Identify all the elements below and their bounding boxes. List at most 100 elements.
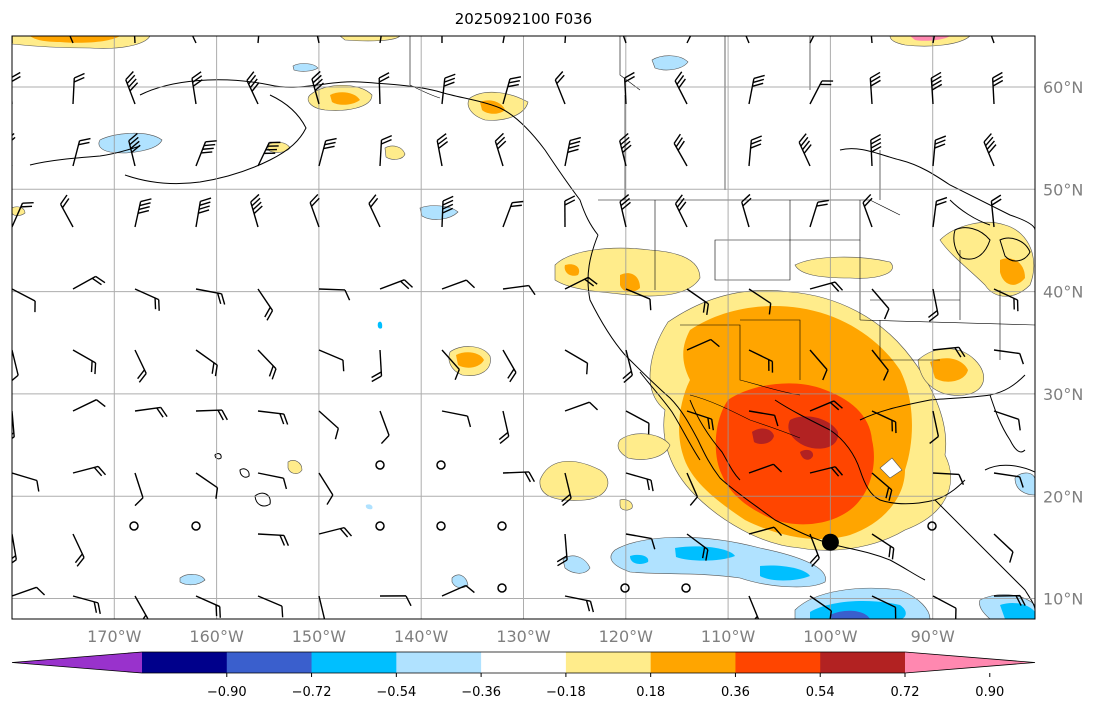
wind-barb — [809, 595, 833, 619]
latitude-label: 50°N — [1043, 180, 1083, 199]
wind-barb — [12, 410, 15, 444]
wind-barb — [312, 36, 320, 44]
warm-region-core-2 — [752, 428, 774, 444]
colorbar-extend-low — [12, 652, 142, 673]
wind-barb — [12, 288, 36, 313]
location-marker — [821, 533, 839, 551]
wind-barb — [502, 284, 536, 296]
wind-barb — [748, 135, 762, 167]
longitude-label: 120°W — [599, 627, 654, 646]
wind-barb — [72, 72, 85, 105]
wind-barb — [379, 134, 393, 167]
wind-barb — [809, 80, 834, 105]
wind-barb — [195, 140, 217, 167]
wind-barb — [748, 595, 760, 619]
wind-barb — [441, 410, 472, 428]
wind-barb — [625, 472, 654, 492]
latitude-label: 30°N — [1043, 385, 1083, 404]
wind-barb — [686, 338, 720, 351]
longitude-label: 90°W — [911, 627, 955, 646]
longitude-label: 140°W — [394, 627, 449, 646]
wind-barb — [564, 136, 581, 167]
wind-barb — [72, 595, 101, 614]
wind-barb — [993, 288, 1019, 312]
colorbar-segment — [735, 652, 821, 673]
wind-barb — [250, 193, 263, 228]
wind-barb — [748, 349, 774, 373]
wind-barb — [318, 349, 345, 372]
wind-barb — [625, 410, 650, 435]
wind-barb — [871, 410, 897, 434]
wind-barb — [257, 349, 277, 380]
wind-barb — [195, 197, 212, 228]
longitude-label: 100°W — [803, 627, 858, 646]
wind-barb — [869, 71, 881, 105]
wind-barb — [686, 533, 709, 561]
wind-barb — [134, 198, 152, 228]
wind-barb — [674, 194, 688, 228]
wind-barb — [195, 472, 219, 499]
wind-barb — [379, 279, 414, 290]
wind-barb — [809, 281, 844, 292]
wind-barb — [132, 36, 136, 44]
longitude-label: 170°W — [87, 627, 142, 646]
latitude-label: 60°N — [1043, 78, 1083, 97]
wind-barb — [72, 137, 91, 167]
map-content — [12, 36, 1035, 619]
wind-barb — [498, 410, 510, 444]
wind-barb — [257, 595, 284, 618]
wind-barb — [564, 595, 595, 613]
wind-barb — [622, 349, 634, 384]
latitude-label: 20°N — [1043, 487, 1083, 506]
wind-barb — [436, 133, 449, 167]
longitude-label: 110°W — [701, 627, 756, 646]
wind-barb — [741, 193, 752, 228]
wind-barb — [257, 533, 290, 546]
wind-barb — [564, 36, 568, 44]
wind-barb — [748, 463, 783, 474]
wind-barb — [993, 594, 1026, 606]
wind-barb — [134, 349, 147, 383]
wind-barb — [378, 72, 390, 105]
wind-barb — [246, 71, 260, 105]
colorbar-tick-label: −0.90 — [207, 685, 247, 700]
wind-barb — [932, 472, 965, 485]
colorbar-segment — [820, 652, 906, 673]
wind-barb — [616, 36, 627, 44]
wind-barb — [993, 349, 1025, 365]
wind-barbs — [12, 36, 1026, 619]
wind-barb — [12, 586, 46, 597]
wind-barb — [257, 410, 289, 425]
wind-barb — [871, 288, 890, 320]
wind-barb — [441, 36, 443, 44]
wind-barb — [379, 595, 412, 607]
wind-barb — [932, 36, 939, 44]
wind-barb — [674, 71, 688, 105]
wind-barb — [932, 346, 966, 358]
wind-barb — [441, 349, 460, 381]
wind-barb — [502, 200, 524, 228]
wind-barb — [371, 349, 383, 383]
wind-barb — [134, 288, 160, 311]
wind-barb — [748, 288, 772, 315]
wind-barb — [134, 406, 168, 418]
wind-barb — [191, 71, 203, 105]
wind-barb — [990, 194, 1002, 228]
wind-barb — [809, 349, 828, 381]
wind-barb — [379, 410, 390, 445]
wind-barb — [72, 465, 107, 477]
wind-barb — [623, 71, 635, 105]
wind-barb — [871, 349, 889, 381]
colorbar-segment — [311, 652, 397, 673]
warm-region-red — [715, 383, 874, 525]
wind-barb — [983, 133, 997, 167]
wind-barb — [619, 132, 632, 167]
longitude-label: 150°W — [292, 627, 347, 646]
wind-barb — [984, 36, 995, 44]
colorbar: −0.90 −0.72 −0.54 −0.36 −0.18 0.18 0.36 0.54 0.7… — [11, 651, 1036, 700]
wind-barb — [318, 595, 326, 619]
wind-barb — [871, 595, 897, 619]
wind-barb — [862, 193, 873, 228]
colorbar-tick-label: 0.90 — [975, 685, 1004, 700]
wind-barb — [564, 195, 576, 228]
